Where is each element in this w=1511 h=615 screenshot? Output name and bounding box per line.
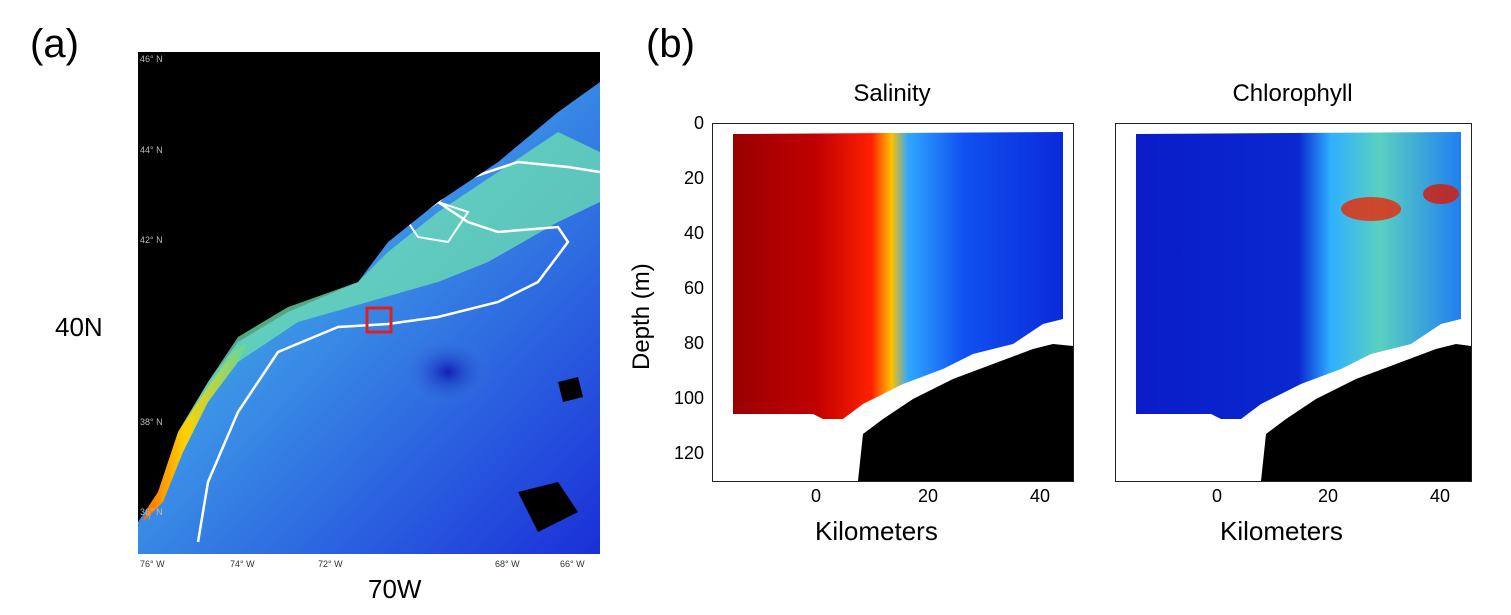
x-axis-label: Kilometers [815, 516, 938, 546]
lon-tick: 76° W [140, 559, 165, 569]
coastal-band [143, 342, 248, 522]
lat-tick: 46° N [140, 54, 163, 64]
lon-tick: 74° W [230, 559, 255, 569]
xtick: 20 [917, 486, 939, 506]
map-image [138, 52, 600, 554]
salinity-plot-frame [712, 123, 1074, 482]
chlorophyll-plot-frame [1115, 123, 1472, 482]
longitude-annotation: 70W [368, 574, 422, 604]
chlorophyll-max [1341, 197, 1401, 221]
ytick: 100 [673, 388, 704, 408]
chlorophyll-title: Chlorophyll [1232, 80, 1353, 107]
seamount-patch [518, 482, 578, 532]
x-axis-label: Kilometers [1220, 516, 1343, 546]
ytick: 60 [683, 278, 704, 298]
study-area-box [365, 306, 393, 334]
lon-tick: 72° W [318, 559, 343, 569]
ytick: 0 [693, 113, 704, 133]
seamount-patch [558, 377, 583, 402]
lat-tick: 36° N [140, 507, 163, 517]
eddy [403, 337, 493, 407]
salinity-bathymetry [858, 344, 1073, 481]
ytick: 80 [683, 333, 704, 353]
xtick: 40 [1429, 486, 1451, 506]
lat-tick: 44° N [140, 145, 163, 155]
ytick: 20 [683, 168, 704, 188]
chlorophyll-section [1136, 132, 1471, 481]
salinity-field [733, 132, 1063, 419]
latitude-annotation: 40N [55, 312, 103, 342]
panel-a-label: (a) [30, 22, 79, 66]
chlorophyll-max [1423, 184, 1459, 204]
xtick: 20 [1317, 486, 1339, 506]
y-axis-label: Depth (m) [628, 263, 655, 370]
panel-b-label: (b) [646, 22, 695, 66]
xtick: 0 [1211, 486, 1222, 506]
chlorophyll-bathymetry [1261, 344, 1471, 481]
ytick: 40 [683, 223, 704, 243]
lat-tick: 38° N [140, 417, 163, 427]
salinity-section [733, 132, 1073, 481]
salinity-title: Salinity [853, 80, 931, 107]
xtick: 0 [810, 486, 821, 506]
land-mass [138, 52, 600, 522]
xtick: 40 [1029, 486, 1051, 506]
satellite-map: 46° N 44° N 42° N 38° N 36° N [138, 52, 600, 554]
lon-tick: 66° W [560, 559, 585, 569]
ytick: 120 [673, 443, 704, 463]
lon-tick: 68° W [495, 559, 520, 569]
lat-tick: 42° N [140, 235, 163, 245]
